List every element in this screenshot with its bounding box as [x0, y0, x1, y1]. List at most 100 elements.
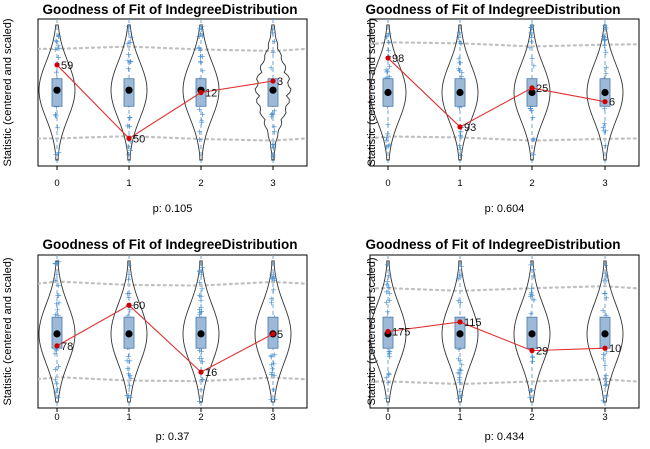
sim-point: + [386, 352, 393, 361]
sim-point: + [55, 291, 62, 300]
sim-point: + [52, 110, 59, 119]
sim-point: + [271, 371, 278, 380]
sim-point: + [383, 373, 390, 382]
x-tick-label-2: 2 [529, 178, 534, 189]
x-tick-label-0: 0 [54, 412, 59, 423]
sim-point: + [528, 23, 535, 32]
sim-point: + [385, 120, 392, 129]
sim-point: + [55, 42, 62, 51]
violin-2 [513, 260, 551, 403]
sim-point: + [124, 356, 131, 365]
sim-point: + [125, 369, 132, 378]
sim-point: + [383, 143, 390, 152]
plot-frame [369, 18, 640, 167]
sim-point: + [52, 311, 59, 320]
sim-point: + [126, 270, 133, 279]
sim-point: + [128, 33, 135, 42]
sim-point: + [125, 391, 132, 400]
sim-point: + [198, 354, 205, 363]
sim-point: + [198, 59, 205, 68]
upper-band [38, 280, 307, 287]
sim-point: + [384, 307, 391, 316]
sim-point: + [456, 373, 463, 382]
sim-point: + [196, 105, 203, 114]
chart-title: Goodness of Fit of IndegreeDistribution [366, 2, 621, 17]
violin-1 [110, 260, 148, 403]
sim-point: + [455, 296, 462, 305]
sim-point: + [456, 58, 463, 67]
sim-point: + [268, 274, 275, 283]
sim-point: + [198, 25, 205, 34]
violin-1 [441, 260, 479, 403]
sim-point: + [196, 267, 203, 276]
sim-point: + [383, 66, 390, 75]
sim-point: + [196, 291, 203, 300]
sim-point: + [600, 354, 607, 363]
upper-band [370, 285, 639, 292]
sim-point: + [199, 52, 206, 61]
sim-point: + [268, 352, 275, 361]
median-point-1 [125, 330, 133, 338]
sim-point: + [387, 347, 394, 356]
observed-line [56, 304, 274, 373]
y-axis-label: Statistic (centered and scaled) [366, 19, 378, 167]
sim-point: + [383, 281, 390, 290]
observed-point-1 [457, 319, 463, 325]
sim-point: + [271, 122, 278, 131]
violin-0 [370, 260, 407, 403]
sim-point: + [271, 107, 278, 116]
sim-point: + [602, 141, 609, 150]
sim-point: + [386, 370, 393, 379]
x-tick-label-2: 2 [198, 412, 203, 423]
sim-point: + [270, 271, 277, 280]
sim-point: + [531, 135, 538, 144]
observed-point-3 [602, 99, 608, 105]
sim-point: + [457, 131, 464, 140]
sim-point: + [600, 32, 607, 41]
sim-point: + [457, 365, 464, 374]
sim-point: + [458, 133, 465, 142]
lower-band [370, 135, 639, 142]
observed-point-2 [529, 85, 535, 91]
sim-point: + [601, 35, 608, 44]
sim-point: + [125, 312, 132, 321]
sim-point: + [456, 375, 463, 384]
observed-point-1 [457, 124, 463, 130]
sim-point: + [458, 391, 465, 400]
violin-1 [441, 24, 479, 161]
sim-point: + [55, 393, 62, 402]
sim-point: + [127, 394, 134, 403]
sim-point: + [199, 110, 206, 119]
panel-4: Goodness of Fit of IndegreeDistribution S… [366, 237, 640, 443]
sim-point: + [530, 136, 537, 145]
observed-line [387, 57, 606, 128]
chart-title: Goodness of Fit of IndegreeDistribution [43, 2, 298, 17]
sim-point: + [600, 350, 607, 359]
x-tick-label-0: 0 [54, 178, 59, 189]
sim-point: + [458, 262, 465, 271]
sim-point: + [53, 270, 60, 279]
observed-label-2: 29 [536, 346, 548, 358]
sim-point: + [528, 309, 535, 318]
panel-3: Goodness of Fit of IndegreeDistribution S… [2, 237, 308, 443]
sim-point: + [602, 381, 609, 390]
sim-point: + [601, 119, 608, 128]
sim-point: + [457, 378, 464, 387]
sim-point: + [125, 352, 132, 361]
sim-point: + [456, 54, 463, 63]
sim-point: + [198, 296, 205, 305]
sim-point: + [456, 38, 463, 47]
sim-point: + [458, 366, 465, 375]
sim-point: + [128, 374, 135, 383]
sim-point: + [56, 44, 63, 53]
sim-point: + [198, 268, 205, 277]
sim-point: + [53, 346, 60, 355]
sim-point: + [602, 290, 609, 299]
sim-point: + [53, 379, 60, 388]
sim-point: + [600, 123, 607, 132]
sim-point: + [386, 38, 393, 47]
sim-point: + [196, 32, 203, 41]
median-point-0 [53, 330, 61, 338]
sim-point: + [602, 270, 609, 279]
